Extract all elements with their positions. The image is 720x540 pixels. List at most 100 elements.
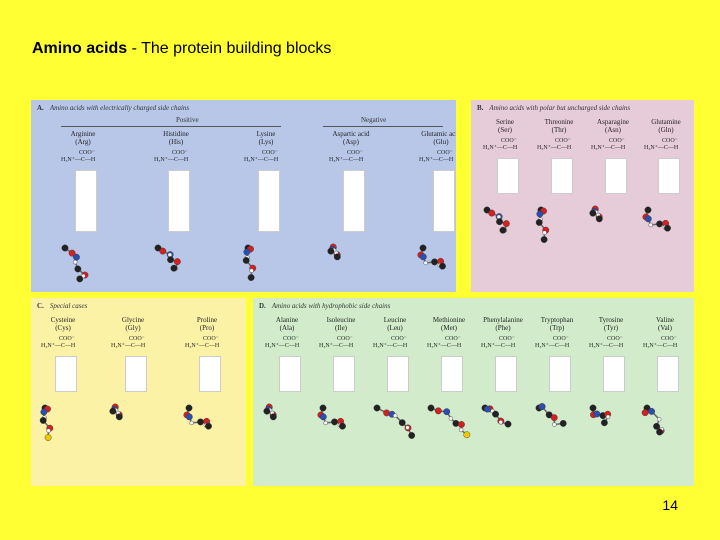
atom bbox=[408, 432, 416, 439]
panel-d-letter: D. bbox=[259, 302, 266, 310]
side-chain-box bbox=[433, 170, 455, 232]
carboxylate-group: COO⁻ bbox=[172, 150, 188, 156]
amino-acid-leucine: Leucine (Leu) bbox=[365, 316, 425, 332]
atom bbox=[641, 409, 649, 417]
alpha-carbon-group: H₃N⁺—C—H bbox=[41, 343, 76, 349]
atom bbox=[593, 410, 601, 418]
atom bbox=[492, 410, 499, 418]
carboxylate-group: COO⁻ bbox=[391, 336, 407, 342]
amino-acid-tryptophan: Tryptophan (Trp) bbox=[527, 316, 587, 332]
panel-a-title: A. Amino acids with electrically charged … bbox=[37, 104, 189, 112]
amino-acid-name: Glutamine bbox=[651, 118, 681, 126]
alpha-carbon-group: H₃N⁺—C—H bbox=[185, 343, 220, 349]
side-chain-box bbox=[199, 356, 221, 392]
atom bbox=[46, 428, 51, 433]
atom bbox=[552, 422, 557, 427]
atom bbox=[484, 405, 491, 413]
atom bbox=[249, 268, 254, 273]
atom bbox=[61, 244, 69, 252]
panel-special-cases: C. Special cases Cysteine (Cys) COO⁻ H₃N⁺—C—… bbox=[31, 298, 246, 486]
panel-b-letter: B. bbox=[477, 104, 484, 112]
amino-acid-asparagine: Asparagine (Asn) bbox=[583, 118, 643, 134]
carboxylate-group: COO⁻ bbox=[662, 138, 678, 144]
alpha-carbon-group: H₃N⁺—C—H bbox=[591, 145, 626, 151]
backbone-formula: COO⁻ H₃N⁺—C—H bbox=[427, 336, 461, 350]
atom bbox=[73, 253, 80, 261]
backbone-formula: COO⁻ H₃N⁺—C—H bbox=[154, 150, 188, 164]
backbone-formula: COO⁻ H₃N⁺—C—H bbox=[111, 336, 145, 350]
atom bbox=[339, 422, 346, 430]
backbone-formula: COO⁻ H₃N⁺—C—H bbox=[185, 336, 219, 350]
alpha-carbon-group: H₃N⁺—C—H bbox=[319, 343, 354, 349]
amino-acid-proline: Proline (Pro) bbox=[177, 316, 237, 332]
atom bbox=[185, 404, 193, 412]
atom bbox=[333, 253, 341, 261]
alpha-carbon-group: H₃N⁺—C—H bbox=[483, 145, 518, 151]
atom bbox=[331, 418, 338, 426]
atom bbox=[502, 220, 510, 228]
alpha-carbon-group: H₃N⁺—C—H bbox=[329, 157, 364, 163]
alpha-carbon-group: H₃N⁺—C—H bbox=[154, 157, 189, 163]
amino-acid-name: Serine bbox=[496, 118, 514, 126]
atom bbox=[427, 404, 435, 412]
backbone-formula: COO⁻ H₃N⁺—C—H bbox=[643, 336, 677, 350]
side-chain-box bbox=[605, 158, 627, 194]
alpha-carbon-group: H₃N⁺—C—H bbox=[643, 343, 678, 349]
carboxylate-group: COO⁻ bbox=[347, 150, 363, 156]
amino-acid-name: Threonine bbox=[544, 118, 574, 126]
atom bbox=[595, 215, 603, 223]
backbone-formula: COO⁻ H₃N⁺—C—H bbox=[319, 336, 353, 350]
negative-bracket bbox=[323, 126, 443, 127]
amino-acid-abbreviation: (Trp) bbox=[549, 324, 565, 332]
atom bbox=[499, 226, 507, 234]
slide-title-rest: - The protein building blocks bbox=[127, 40, 332, 57]
backbone-formula: COO⁻ H₃N⁺—C—H bbox=[61, 150, 95, 164]
backbone-formula: COO⁻ H₃N⁺—C—H bbox=[329, 150, 363, 164]
ball-and-stick-model bbox=[61, 244, 89, 283]
atom bbox=[247, 274, 255, 281]
slide-title: Amino acids - The protein building block… bbox=[32, 40, 331, 58]
side-chain-box bbox=[658, 158, 680, 194]
side-chain-box bbox=[55, 356, 77, 392]
amino-acid-name: Proline bbox=[196, 316, 218, 324]
atom bbox=[648, 222, 653, 228]
ball-and-stick-model bbox=[589, 205, 603, 223]
atom bbox=[319, 404, 327, 412]
panel-d-title: D. Amino acids with hydrophobic side chai… bbox=[259, 302, 390, 310]
backbone-formula: COO⁻ H₃N⁺—C—H bbox=[373, 336, 407, 350]
backbone-formula: COO⁻ H₃N⁺—C—H bbox=[537, 138, 571, 152]
atom bbox=[452, 419, 460, 427]
carboxylate-group: COO⁻ bbox=[555, 138, 571, 144]
side-chain-box bbox=[549, 356, 571, 392]
alpha-carbon-group: H₃N⁺—C—H bbox=[644, 145, 679, 151]
atom bbox=[393, 413, 398, 418]
amino-acid-name: Isoleucine bbox=[326, 316, 356, 324]
side-chain-box bbox=[279, 356, 301, 392]
alpha-carbon-group: H₃N⁺—C—H bbox=[373, 343, 408, 349]
amino-acid-valine: Valine (Val) bbox=[635, 316, 694, 332]
carboxylate-group: COO⁻ bbox=[661, 336, 677, 342]
amino-acid-abbreviation: (Ala) bbox=[279, 324, 295, 332]
amino-acid-abbreviation: (Pro) bbox=[199, 324, 215, 332]
side-chain-box bbox=[387, 356, 409, 392]
side-chain-box bbox=[75, 170, 97, 232]
side-chain-box bbox=[603, 356, 625, 392]
amino-acid-abbreviation: (Lys) bbox=[258, 138, 274, 146]
amino-acid-abbreviation: (Gln) bbox=[658, 126, 674, 134]
panel-c-title: C. Special cases bbox=[37, 302, 87, 310]
atom bbox=[656, 220, 663, 228]
panel-b-title-text: Amino acids with polar but uncharged sid… bbox=[489, 104, 631, 112]
atom bbox=[159, 247, 167, 255]
alpha-carbon-group: H₃N⁺—C—H bbox=[419, 157, 454, 163]
atom bbox=[542, 230, 547, 235]
carboxylate-group: COO⁻ bbox=[337, 336, 353, 342]
positive-label: Positive bbox=[176, 116, 199, 124]
atom bbox=[242, 257, 250, 264]
panel-a-letter: A. bbox=[37, 104, 44, 112]
amino-acid-abbreviation: (Thr) bbox=[551, 126, 567, 134]
panel-polar-side-chains: B. Amino acids with polar but uncharged s… bbox=[471, 100, 694, 292]
amino-acid-abbreviation: (His) bbox=[168, 138, 184, 146]
atom bbox=[431, 258, 438, 266]
atom bbox=[458, 427, 464, 433]
atom bbox=[398, 419, 406, 427]
